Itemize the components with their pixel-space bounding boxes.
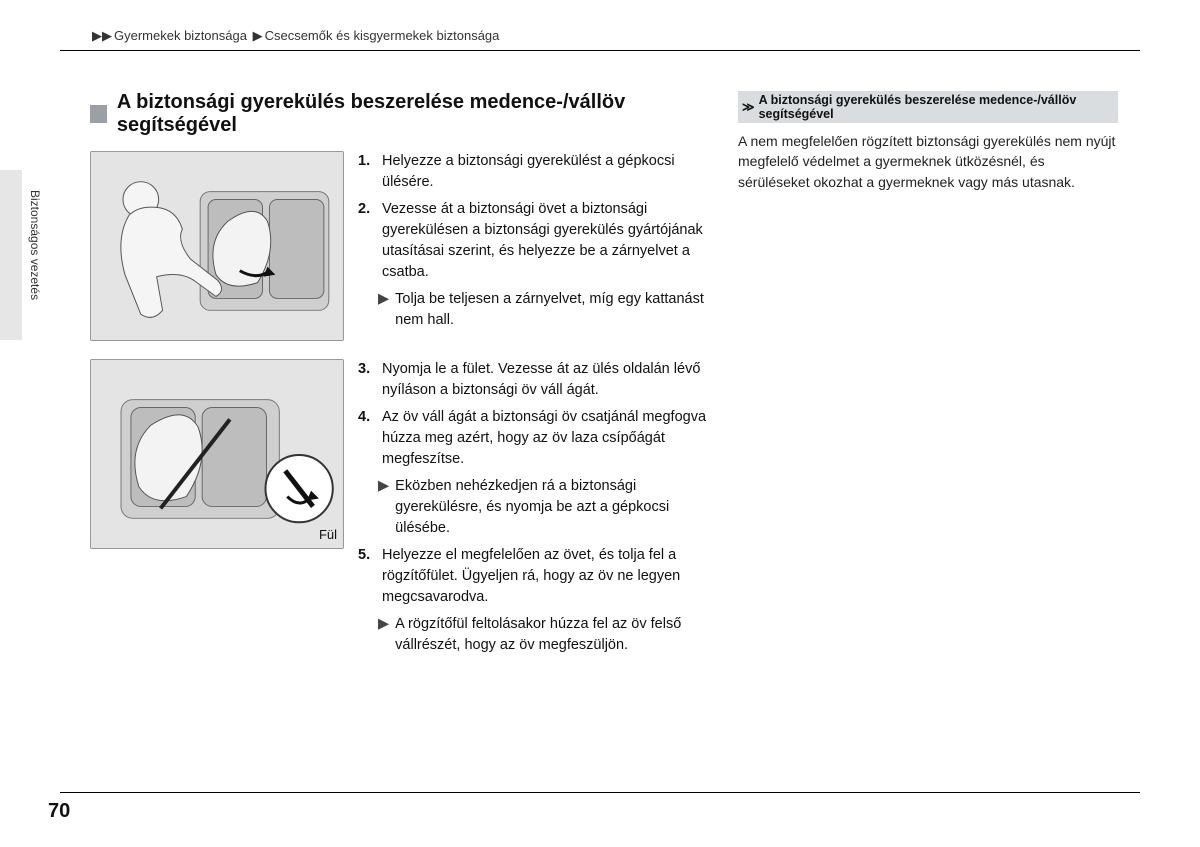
step-4-text: Az öv váll ágát a biztonsági öv csatjáná… <box>382 407 710 470</box>
step-2: 2.Vezesse át a biztonsági övet a biztons… <box>358 199 710 283</box>
figure-1 <box>90 151 344 341</box>
aside-column: ≫ A biztonsági gyerekülés beszerelése me… <box>738 91 1118 680</box>
triangle-right-icon: ▶ <box>378 614 389 656</box>
step-1: 1.Helyezze a biztonsági gyerekülést a gé… <box>358 151 710 193</box>
main-column: A biztonsági gyerekülés beszerelése mede… <box>90 91 710 680</box>
section-title: A biztonsági gyerekülés beszerelése mede… <box>117 91 710 137</box>
chevron-right-icon: ▶▶ <box>92 28 112 43</box>
step-2-sub-text: Tolja be teljesen a zárnyelvet, míg egy … <box>395 289 710 331</box>
step-3: 3.Nyomja le a fület. Vezesse át az ülés … <box>358 359 710 401</box>
side-section-label: Biztonságos vezetés <box>28 190 42 300</box>
step-5-sub-text: A rögzítőfül feltolásakor húzza fel az ö… <box>395 614 710 656</box>
step-2-text: Vezesse át a biztonsági övet a biztonság… <box>382 199 710 283</box>
aside-title: A biztonsági gyerekülés beszerelése mede… <box>759 93 1114 121</box>
figure-1-illustration <box>90 151 344 341</box>
aside-title-bar: ≫ A biztonsági gyerekülés beszerelése me… <box>738 91 1118 123</box>
figure-2-label: Fül <box>319 527 337 542</box>
figure-2: Fül <box>90 359 344 662</box>
chevron-double-right-icon: ≫ <box>742 100 755 114</box>
triangle-right-icon: ▶ <box>378 289 389 331</box>
side-tab <box>0 170 22 340</box>
chevron-right-icon: ▶ <box>253 28 263 43</box>
step-5: 5.Helyezze el megfelelően az övet, és to… <box>358 545 710 608</box>
aside-body: A nem megfelelően rögzített biztonsági g… <box>738 131 1118 192</box>
step-2-sub: ▶Tolja be teljesen a zárnyelvet, míg egy… <box>378 289 710 331</box>
car-seat-install-icon <box>91 152 343 340</box>
section-marker-icon <box>90 105 107 123</box>
breadcrumb: ▶▶Gyermekek biztonsága ▶Csecsemők és kis… <box>90 28 1140 44</box>
bottom-rule <box>60 792 1140 793</box>
step-5-sub: ▶A rögzítőfül feltolásakor húzza fel az … <box>378 614 710 656</box>
step-1-text: Helyezze a biztonsági gyerekülést a gépk… <box>382 151 710 193</box>
step-5-text: Helyezze el megfelelően az övet, és tolj… <box>382 545 710 608</box>
step-4-sub: ▶Eközben nehézkedjen rá a biztonsági gye… <box>378 476 710 539</box>
figure-2-illustration: Fül <box>90 359 344 549</box>
step-4-sub-text: Eközben nehézkedjen rá a biztonsági gyer… <box>395 476 710 539</box>
top-rule <box>60 50 1140 51</box>
triangle-right-icon: ▶ <box>378 476 389 539</box>
seat-belt-routing-icon <box>91 360 343 548</box>
step-3-text: Nyomja le a fület. Vezesse át az ülés ol… <box>382 359 710 401</box>
breadcrumb-part-2: Csecsemők és kisgyermekek biztonsága <box>265 28 500 43</box>
page-number: 70 <box>48 800 70 823</box>
step-4: 4.Az öv váll ágát a biztonsági öv csatjá… <box>358 407 710 470</box>
breadcrumb-part-1: Gyermekek biztonsága <box>114 28 247 43</box>
